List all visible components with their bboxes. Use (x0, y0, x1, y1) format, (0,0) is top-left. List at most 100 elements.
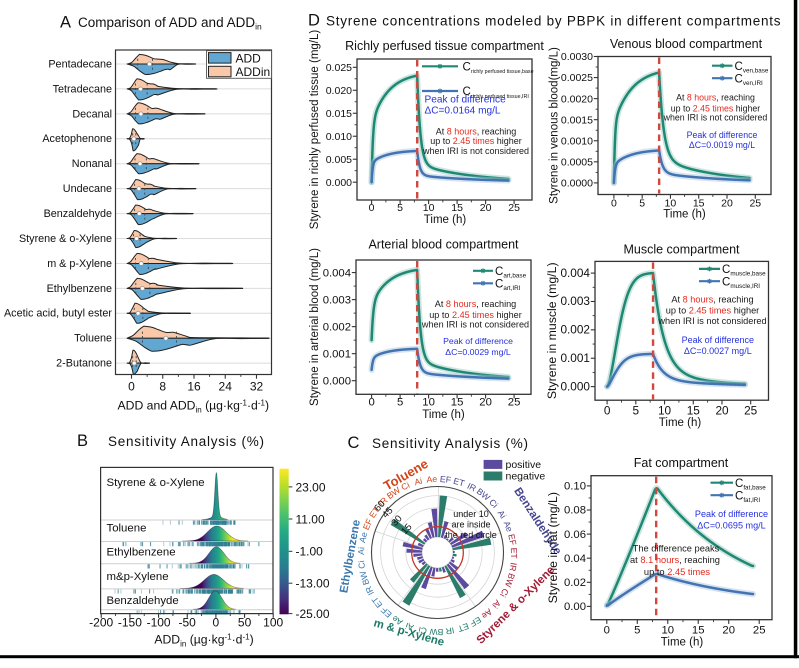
svg-text:0: 0 (604, 625, 610, 637)
svg-text:0.020: 0.020 (326, 85, 352, 97)
svg-text:when IRI is not considered: when IRI is not considered (657, 316, 766, 326)
svg-text:ET: ET (509, 548, 519, 560)
svg-text:0.00: 0.00 (564, 601, 586, 613)
svg-text:20: 20 (480, 202, 492, 214)
svg-text:up to 2.45 times higher: up to 2.45 times higher (666, 306, 759, 316)
svg-text:20: 20 (479, 397, 492, 409)
svg-text:Ci: Ci (498, 587, 511, 599)
svg-text:0: 0 (213, 616, 220, 630)
svg-text:0.004: 0.004 (560, 266, 590, 280)
svg-text:Ai: Ai (490, 598, 503, 610)
svg-text:0.002: 0.002 (560, 323, 590, 337)
svg-text:0.10: 0.10 (564, 481, 586, 493)
svg-text:ΔC=0.0019 mg/L: ΔC=0.0019 mg/L (689, 140, 755, 150)
svg-text:IR: IR (445, 625, 455, 636)
svg-text:Peak of difference: Peak of difference (425, 94, 507, 105)
svg-text:Styrene & o-Xylene: Styrene & o-Xylene (107, 477, 205, 489)
svg-text:15: 15 (692, 625, 705, 637)
svg-text:ET: ET (369, 594, 384, 609)
svg-text:are inside: are inside (451, 520, 490, 530)
svg-text:5: 5 (397, 202, 403, 214)
svg-text:ADDin (µg·kg-1·d-1): ADDin (µg·kg-1·d-1) (154, 632, 253, 648)
svg-text:when IRI is not considered: when IRI is not considered (421, 319, 529, 329)
svg-text:Nonanal: Nonanal (72, 158, 112, 170)
svg-text:the red circle: the red circle (445, 530, 497, 540)
svg-text:32: 32 (250, 380, 264, 394)
svg-text:At 8 hours, reaching: At 8 hours, reaching (676, 93, 755, 103)
svg-text:ADD and ADDin (µg·kg-1·d-1): ADD and ADDin (µg·kg-1·d-1) (118, 398, 269, 414)
svg-text:when IRI is not considered: when IRI is not considered (422, 146, 529, 156)
svg-text:Acetophenone: Acetophenone (42, 133, 112, 145)
svg-text:positive: positive (506, 459, 542, 471)
svg-text:BW: BW (428, 627, 443, 637)
svg-text:-150: -150 (118, 616, 142, 630)
svg-text:Time (h): Time (h) (663, 208, 706, 220)
svg-text:Ethylbenzene: Ethylbenzene (47, 283, 112, 295)
svg-text:0.015: 0.015 (326, 108, 352, 120)
svg-text:IR: IR (508, 562, 519, 572)
svg-text:0.0020: 0.0020 (561, 93, 593, 105)
svg-text:D: D (308, 12, 320, 30)
svg-text:Benzaldehyde: Benzaldehyde (44, 208, 112, 220)
svg-text:Cfat,IRI: Cfat,IRI (735, 490, 760, 504)
svg-text:Decanal: Decanal (72, 108, 112, 120)
svg-text:Ci: Ci (487, 497, 500, 510)
svg-text:0.06: 0.06 (564, 529, 586, 541)
svg-text:0: 0 (604, 404, 611, 418)
svg-text:Ai: Ai (356, 547, 366, 555)
svg-text:5: 5 (634, 625, 640, 637)
svg-text:Peak of difference: Peak of difference (695, 509, 768, 519)
svg-text:Cven,IRI: Cven,IRI (735, 73, 764, 87)
svg-text:Ci: Ci (400, 480, 412, 493)
svg-text:0.000: 0.000 (560, 379, 590, 393)
svg-text:Ae: Ae (502, 520, 515, 534)
svg-text:0.02: 0.02 (564, 577, 586, 589)
svg-text:15: 15 (451, 202, 463, 214)
svg-text:24: 24 (219, 380, 233, 394)
svg-text:25: 25 (508, 397, 521, 409)
svg-text:IR: IR (363, 585, 376, 597)
svg-text:The difference peaks: The difference peaks (633, 543, 720, 553)
svg-text:Time (h): Time (h) (422, 409, 465, 421)
svg-text:negative: negative (506, 471, 546, 483)
svg-text:ΔC=0.0164 mg/L: ΔC=0.0164 mg/L (425, 106, 501, 117)
svg-text:m&p-Xylene: m&p-Xylene (107, 571, 169, 583)
svg-text:Muscle compartment: Muscle compartment (623, 243, 740, 257)
svg-text:5: 5 (397, 397, 403, 409)
svg-text:up to 2.45 times higher: up to 2.45 times higher (429, 310, 522, 320)
svg-text:Arterial blood compartment: Arterial blood compartment (368, 238, 519, 252)
svg-text:Ae: Ae (357, 531, 369, 544)
svg-text:-50: -50 (179, 616, 197, 630)
svg-text:0: 0 (611, 198, 617, 210)
svg-text:25: 25 (508, 202, 520, 214)
svg-text:ET: ET (452, 476, 466, 489)
svg-text:25: 25 (749, 198, 761, 210)
svg-text:Undecane: Undecane (63, 183, 112, 195)
svg-text:up to 2.45 times higher: up to 2.45 times higher (671, 103, 761, 113)
svg-text:0.0010: 0.0010 (561, 136, 593, 148)
svg-text:Benzaldehyde: Benzaldehyde (107, 595, 179, 607)
svg-text:20: 20 (715, 404, 729, 418)
svg-text:B: B (77, 432, 88, 450)
svg-text:Toluene: Toluene (107, 523, 147, 535)
svg-text:ΔC=0.0029 mg/L: ΔC=0.0029 mg/L (445, 347, 511, 357)
svg-text:0.0005: 0.0005 (561, 157, 593, 169)
svg-text:At 8 hours, reaching: At 8 hours, reaching (671, 295, 753, 305)
svg-text:2-Butanone: 2-Butanone (56, 358, 112, 370)
svg-text:0.002: 0.002 (323, 321, 351, 333)
svg-text:Ci: Ci (356, 560, 367, 569)
svg-text:Ci: Ci (418, 625, 428, 636)
svg-text:15: 15 (693, 198, 705, 210)
svg-text:Cart,IRI: Cart,IRI (495, 279, 521, 293)
svg-text:10: 10 (423, 202, 435, 214)
svg-text:ET: ET (456, 621, 470, 634)
svg-text:BW: BW (357, 569, 371, 586)
svg-text:0.005: 0.005 (326, 154, 352, 166)
svg-text:up to 2.45 times: up to 2.45 times (644, 567, 711, 577)
svg-text:Styrene in arterial blood (mg/: Styrene in arterial blood (mg/L) (309, 248, 321, 406)
svg-text:Ai: Ai (404, 621, 415, 633)
svg-text:ΔC=0.0027 mg/L: ΔC=0.0027 mg/L (684, 346, 752, 356)
svg-text:0.000: 0.000 (323, 375, 351, 387)
svg-text:0: 0 (368, 397, 374, 409)
svg-text:5: 5 (633, 404, 640, 418)
